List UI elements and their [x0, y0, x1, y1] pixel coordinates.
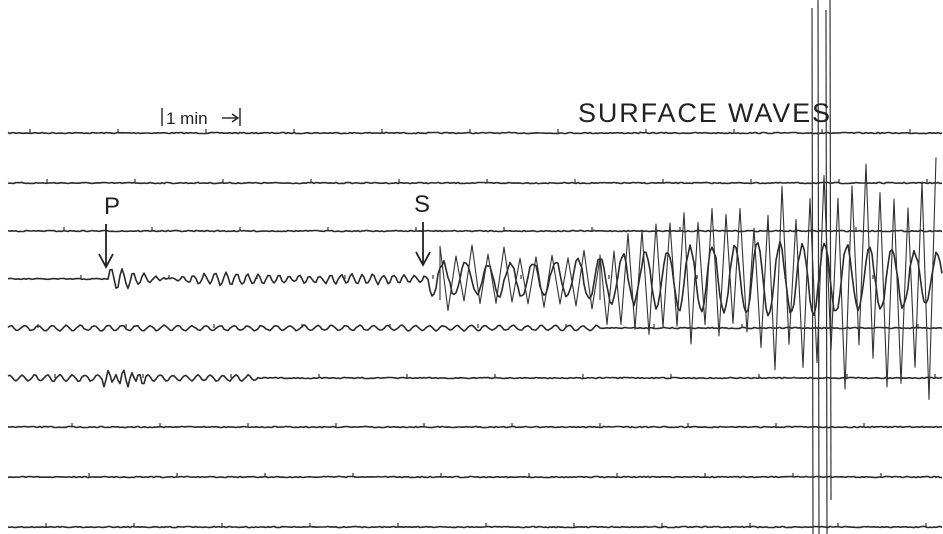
trace: [8, 476, 942, 477]
seismogram: 1 min P S SURFACE WAVES: [0, 0, 943, 534]
s-label: S: [414, 191, 430, 218]
trace: [8, 182, 942, 183]
trace: [8, 132, 942, 133]
scale-label: 1 min: [166, 109, 208, 128]
trace: [8, 230, 942, 231]
surface-waves-label: SURFACE WAVES: [578, 98, 830, 128]
paper: [0, 0, 943, 534]
p-label: P: [104, 193, 120, 220]
page: 1 min P S SURFACE WAVES (() => { const d…: [0, 0, 943, 534]
